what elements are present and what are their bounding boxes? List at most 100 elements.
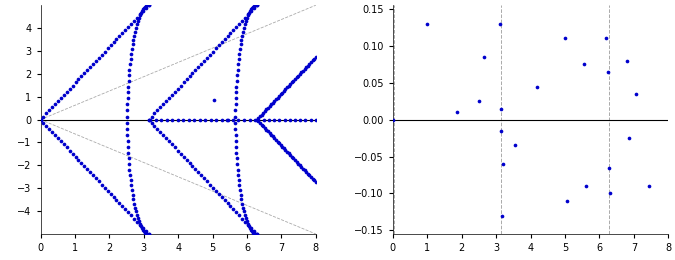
Point	[304, 173, 315, 177]
Point	[68, 83, 78, 88]
Point	[223, 118, 234, 122]
Point	[288, 156, 299, 160]
Point	[236, 193, 246, 197]
Point	[187, 164, 198, 168]
Point	[205, 53, 215, 57]
Point	[304, 62, 315, 66]
Point	[284, 84, 294, 88]
Point	[230, 102, 241, 107]
Point	[244, 9, 255, 13]
Point	[219, 37, 230, 41]
Point	[70, 80, 81, 84]
Point	[41, 124, 52, 128]
Point	[228, 28, 239, 32]
Point	[53, 136, 63, 140]
Point	[134, 222, 145, 226]
Point	[123, 25, 134, 29]
Point	[267, 101, 278, 105]
Point	[256, 113, 267, 117]
Point	[248, 5, 259, 9]
Point	[279, 89, 290, 93]
Point	[292, 75, 302, 80]
Point	[232, 79, 242, 83]
Point	[76, 74, 87, 79]
Point	[299, 168, 310, 172]
Point	[269, 136, 279, 140]
Point	[230, 127, 241, 131]
Point	[236, 197, 247, 202]
Point	[198, 176, 209, 180]
Point	[275, 92, 286, 96]
Point	[261, 128, 272, 132]
Point	[266, 102, 277, 107]
Point	[126, 47, 137, 51]
Point	[230, 96, 241, 100]
Point	[53, 99, 63, 103]
Point	[305, 118, 316, 122]
Point	[151, 118, 161, 122]
Point	[277, 145, 288, 149]
Point	[73, 77, 84, 81]
Point	[251, 118, 262, 122]
Point	[237, 18, 248, 23]
Point	[130, 209, 141, 213]
Point	[295, 118, 306, 122]
Point	[132, 22, 142, 26]
Point	[233, 173, 244, 177]
Point	[301, 170, 312, 174]
Point	[176, 83, 186, 88]
Point	[138, 229, 149, 233]
Point	[85, 170, 96, 174]
Point	[64, 148, 75, 153]
Point	[194, 118, 205, 122]
Point	[167, 118, 178, 122]
Point	[97, 53, 107, 57]
Point	[126, 183, 136, 187]
Point	[451, 110, 462, 114]
Point	[198, 59, 209, 63]
Point	[143, 118, 154, 122]
Point	[82, 167, 92, 171]
Point	[123, 210, 134, 214]
Point	[79, 71, 90, 75]
Point	[231, 84, 242, 89]
Point	[237, 217, 248, 221]
Point	[246, 9, 256, 14]
Point	[244, 11, 254, 15]
Point	[138, 6, 149, 10]
Point	[136, 11, 146, 15]
Point	[279, 118, 290, 122]
Point	[242, 222, 253, 226]
Point	[263, 106, 273, 110]
Point	[562, 199, 572, 203]
Point	[496, 129, 507, 133]
Point	[231, 90, 242, 95]
Point	[184, 74, 195, 79]
Point	[622, 58, 632, 63]
Point	[79, 164, 90, 168]
Point	[249, 4, 260, 8]
Point	[134, 16, 144, 20]
Point	[234, 178, 244, 182]
Point	[122, 145, 133, 149]
Point	[127, 42, 138, 46]
Point	[149, 111, 160, 115]
Point	[236, 38, 247, 42]
Point	[238, 29, 248, 34]
Point	[234, 22, 244, 26]
Point	[230, 139, 241, 143]
Point	[122, 90, 133, 95]
Point	[263, 129, 273, 133]
Point	[246, 226, 256, 230]
Point	[247, 229, 258, 233]
Point	[277, 90, 288, 95]
Point	[124, 73, 134, 77]
Point	[307, 58, 318, 63]
Point	[126, 52, 136, 56]
Point	[167, 93, 178, 97]
Point	[285, 153, 296, 157]
Point	[234, 52, 244, 56]
Point	[202, 56, 213, 60]
Point	[126, 213, 136, 218]
Point	[213, 192, 224, 196]
